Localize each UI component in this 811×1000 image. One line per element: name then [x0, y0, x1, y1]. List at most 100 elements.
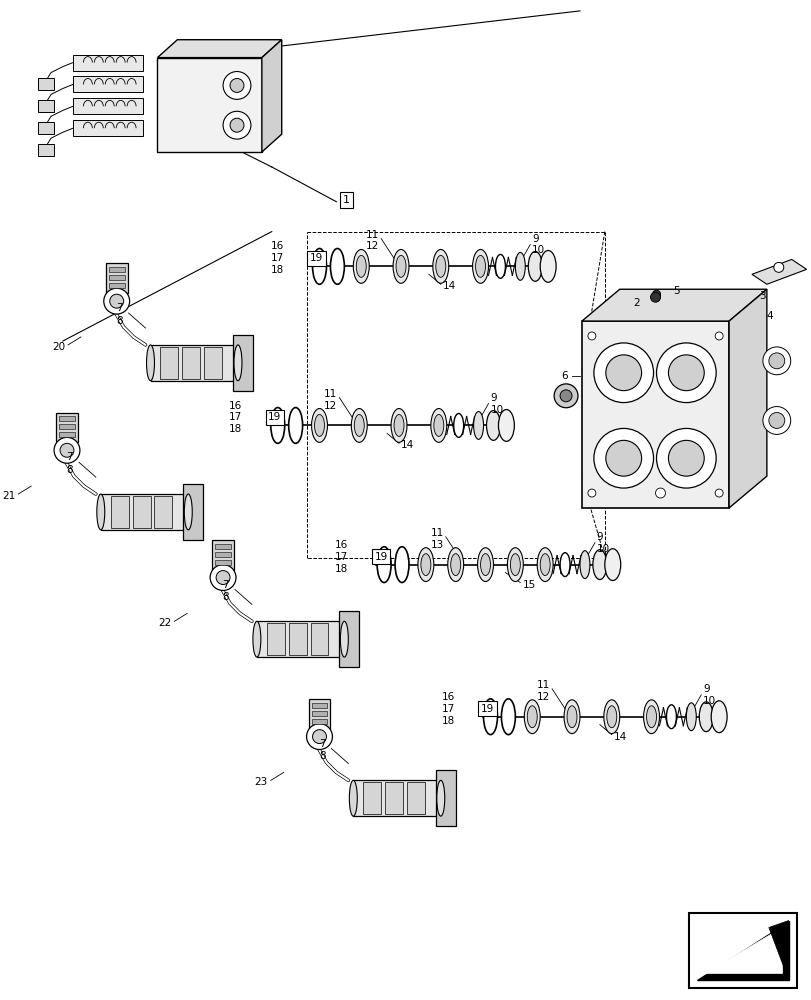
Bar	[73, 120, 143, 136]
Polygon shape	[581, 289, 766, 321]
Text: 17: 17	[270, 253, 283, 263]
Ellipse shape	[592, 550, 606, 580]
Bar	[311, 719, 327, 724]
Text: 8: 8	[67, 465, 73, 475]
Bar	[101, 494, 188, 530]
Text: 10: 10	[596, 544, 609, 554]
Ellipse shape	[603, 700, 619, 734]
Polygon shape	[157, 40, 281, 58]
Text: 19: 19	[268, 412, 281, 422]
Bar	[154, 496, 172, 528]
Text: 18: 18	[270, 265, 283, 275]
Circle shape	[714, 489, 723, 497]
Ellipse shape	[349, 780, 357, 816]
Ellipse shape	[524, 700, 539, 734]
Polygon shape	[768, 921, 787, 980]
Text: 21: 21	[2, 491, 15, 501]
Text: 23: 23	[254, 777, 268, 787]
Bar	[289, 623, 307, 655]
Circle shape	[654, 488, 665, 498]
Ellipse shape	[537, 548, 552, 582]
Ellipse shape	[146, 345, 154, 381]
Ellipse shape	[486, 411, 500, 440]
Text: 20: 20	[52, 342, 65, 352]
Text: 12: 12	[324, 401, 337, 411]
Text: 6: 6	[560, 371, 568, 381]
Bar	[310, 623, 328, 655]
Circle shape	[587, 332, 595, 340]
Circle shape	[762, 407, 790, 434]
Circle shape	[216, 571, 230, 585]
Ellipse shape	[564, 700, 579, 734]
Polygon shape	[751, 259, 805, 284]
Text: 18: 18	[335, 564, 348, 574]
Ellipse shape	[472, 249, 488, 283]
Circle shape	[714, 332, 723, 340]
Bar	[215, 560, 231, 565]
Ellipse shape	[498, 410, 513, 441]
Ellipse shape	[340, 621, 348, 657]
Text: 11: 11	[536, 680, 550, 690]
Polygon shape	[728, 289, 766, 508]
Ellipse shape	[97, 494, 105, 530]
Ellipse shape	[418, 548, 433, 582]
Text: 3: 3	[758, 291, 765, 301]
Ellipse shape	[473, 412, 483, 439]
Text: 9: 9	[596, 532, 603, 542]
Ellipse shape	[643, 700, 659, 734]
Ellipse shape	[396, 255, 406, 277]
Circle shape	[667, 440, 703, 476]
Ellipse shape	[351, 409, 367, 442]
Text: 5: 5	[672, 286, 679, 296]
Ellipse shape	[330, 248, 344, 284]
Bar	[384, 782, 402, 814]
Circle shape	[104, 288, 130, 314]
Text: 8: 8	[319, 751, 325, 761]
Ellipse shape	[604, 549, 620, 581]
Circle shape	[656, 428, 715, 488]
Bar	[215, 544, 231, 549]
Ellipse shape	[480, 554, 490, 576]
Text: 16: 16	[441, 692, 454, 702]
Ellipse shape	[501, 699, 515, 735]
Ellipse shape	[685, 703, 695, 731]
Text: 22: 22	[158, 618, 171, 628]
Circle shape	[223, 72, 251, 99]
Ellipse shape	[356, 255, 366, 277]
Ellipse shape	[475, 255, 485, 277]
Text: 17: 17	[335, 552, 348, 562]
Bar	[436, 770, 455, 826]
Circle shape	[650, 292, 659, 302]
Bar	[256, 621, 344, 657]
Circle shape	[109, 294, 123, 308]
Text: 11: 11	[430, 528, 444, 538]
Text: 10: 10	[490, 405, 503, 415]
Bar	[56, 413, 78, 442]
Bar	[105, 263, 127, 293]
Text: 19: 19	[310, 253, 323, 263]
Text: 17: 17	[441, 704, 454, 714]
Bar	[182, 347, 200, 379]
Ellipse shape	[698, 702, 712, 732]
Circle shape	[307, 724, 332, 750]
Ellipse shape	[606, 706, 616, 728]
Ellipse shape	[311, 409, 327, 442]
Ellipse shape	[354, 415, 364, 436]
Circle shape	[652, 290, 659, 298]
Ellipse shape	[289, 408, 303, 443]
Ellipse shape	[391, 409, 406, 442]
Ellipse shape	[312, 248, 326, 284]
Bar	[215, 552, 231, 557]
Text: 7: 7	[319, 739, 325, 749]
Circle shape	[54, 437, 79, 463]
Bar	[339, 611, 358, 667]
Bar	[38, 144, 54, 156]
Ellipse shape	[393, 249, 409, 283]
Text: 16: 16	[229, 401, 242, 411]
Ellipse shape	[453, 414, 463, 437]
Circle shape	[560, 390, 571, 402]
Ellipse shape	[666, 705, 676, 729]
Text: 9: 9	[702, 684, 709, 694]
Ellipse shape	[539, 250, 556, 282]
Bar	[157, 58, 261, 152]
